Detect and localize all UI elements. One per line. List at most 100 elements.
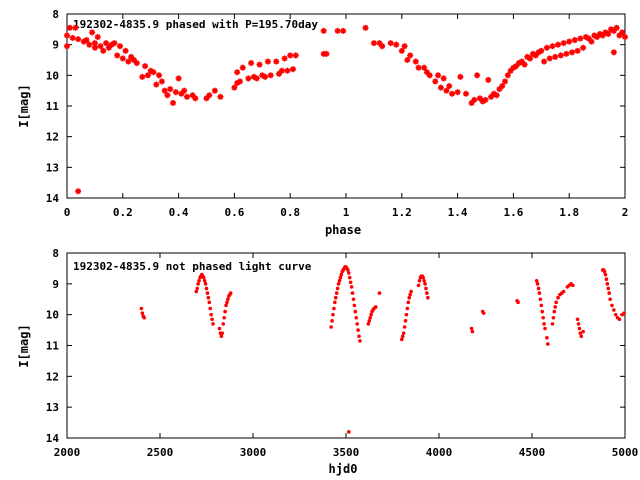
data-point: [561, 289, 566, 294]
phased-title: 192302-4835.9 phased with P=195.70day: [73, 18, 318, 31]
data-point: [539, 303, 544, 308]
data-point: [404, 312, 409, 317]
data-point: [543, 44, 550, 51]
data-point: [554, 300, 558, 305]
data-point: [504, 72, 511, 79]
data-point: [604, 277, 609, 282]
raw-panel: 192302-4835.9 not phased light curve hjd…: [17, 247, 638, 476]
data-point: [622, 311, 626, 315]
data-point: [357, 334, 361, 339]
data-point: [605, 30, 612, 37]
y-tick-label: 14: [46, 432, 60, 445]
data-point: [130, 57, 137, 63]
x-tick-label: 1: [343, 206, 350, 219]
x-tick-label: 3000: [240, 446, 267, 459]
data-point: [470, 329, 475, 334]
data-point: [440, 75, 447, 82]
data-point: [545, 335, 549, 340]
data-point: [273, 58, 280, 65]
data-point: [476, 95, 483, 102]
data-point: [223, 309, 227, 314]
data-point: [334, 27, 341, 34]
data-point: [423, 282, 427, 286]
data-point: [560, 40, 567, 47]
data-point: [482, 96, 489, 103]
data-point: [571, 37, 578, 44]
data-point: [139, 306, 144, 311]
data-point: [203, 282, 208, 286]
data-point: [607, 291, 611, 295]
x-tick-label: 4000: [426, 446, 453, 459]
data-point: [403, 319, 408, 323]
data-point: [100, 47, 107, 54]
data-point: [207, 300, 212, 305]
data-point: [575, 317, 580, 322]
raw-title: 192302-4835.9 not phased light curve: [73, 260, 312, 273]
data-point: [217, 93, 224, 100]
data-point: [262, 73, 269, 80]
data-point: [122, 47, 129, 54]
data-point: [217, 326, 222, 331]
data-point: [195, 286, 199, 291]
x-tick-label: 0.8: [280, 206, 300, 219]
data-point: [516, 300, 520, 305]
data-point: [502, 78, 509, 85]
x-tick-label: 0.4: [169, 206, 189, 219]
data-point: [602, 269, 607, 274]
data-point: [457, 73, 464, 80]
data-point: [574, 47, 581, 54]
data-point: [114, 52, 121, 59]
data-point: [236, 78, 243, 85]
x-tick-label: 0: [64, 206, 71, 219]
data-point: [581, 329, 585, 334]
data-point: [139, 73, 146, 80]
data-point: [348, 280, 353, 285]
data-point: [373, 305, 378, 309]
data-point: [377, 291, 382, 295]
x-tick-label: 2500: [147, 446, 174, 459]
data-point: [421, 275, 425, 280]
data-point: [557, 52, 564, 59]
data-point: [256, 61, 263, 68]
data-point: [370, 40, 377, 47]
data-point: [408, 292, 412, 297]
data-point: [156, 72, 163, 79]
data-point: [204, 286, 209, 291]
data-point: [538, 297, 543, 302]
data-point: [72, 24, 79, 31]
data-point: [128, 53, 135, 60]
data-point: [224, 303, 228, 308]
data-point: [368, 315, 372, 320]
data-point: [550, 322, 555, 326]
data-point: [75, 188, 82, 195]
data-point: [462, 90, 469, 97]
data-point: [404, 57, 411, 63]
phased-y-axis-label: I[mag]: [17, 84, 31, 127]
data-point: [221, 322, 226, 326]
data-point: [208, 306, 213, 311]
data-point: [543, 326, 547, 331]
data-point: [167, 86, 174, 93]
data-point: [336, 282, 341, 286]
data-point: [613, 312, 618, 317]
x-tick-label: 5000: [612, 446, 639, 459]
data-point: [407, 52, 414, 59]
data-point: [219, 334, 224, 339]
data-point: [416, 283, 421, 288]
data-point: [521, 61, 528, 68]
data-point: [226, 297, 230, 302]
data-point: [580, 44, 587, 51]
data-point: [400, 334, 405, 339]
data-point: [454, 89, 461, 96]
data-point: [606, 286, 611, 291]
data-point: [541, 58, 548, 65]
data-point: [578, 331, 583, 335]
data-point: [499, 83, 506, 90]
data-point: [612, 308, 616, 312]
data-point: [481, 311, 486, 315]
data-point: [153, 81, 160, 88]
data-point: [337, 278, 342, 283]
data-point: [278, 67, 285, 74]
data-point: [406, 300, 411, 305]
